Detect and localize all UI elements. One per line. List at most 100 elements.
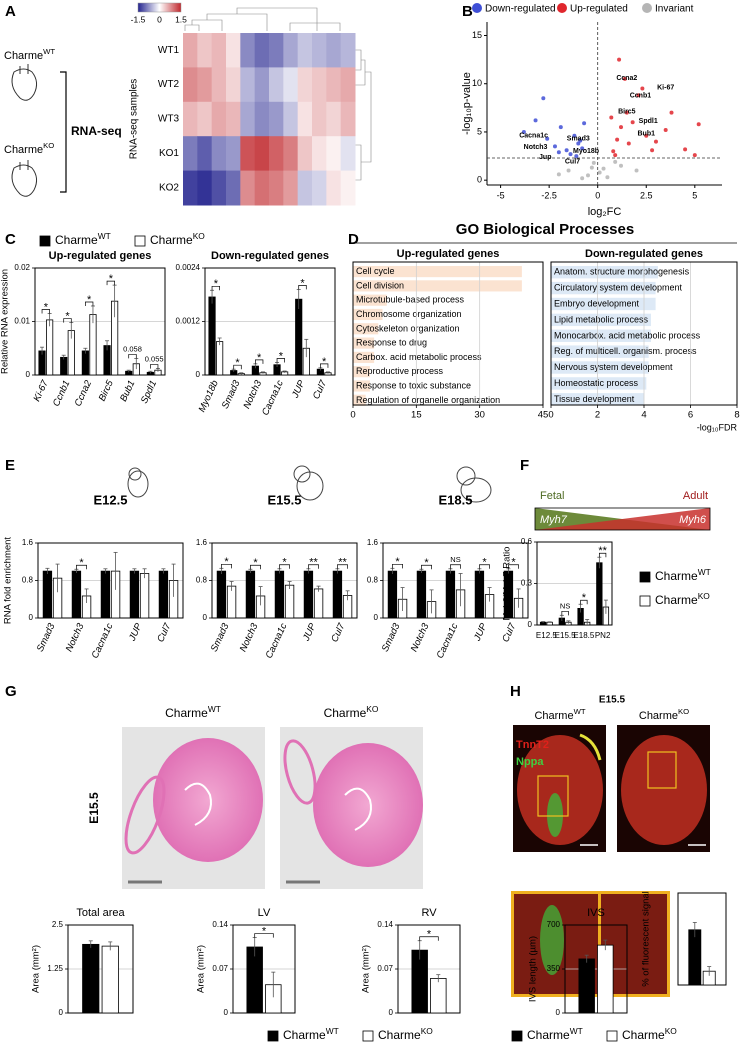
heatmap-cell <box>297 170 313 206</box>
significance-bracket <box>128 354 137 359</box>
bar <box>101 945 119 1014</box>
data-point <box>626 141 631 146</box>
genotype-label: CharmeWT <box>655 567 711 583</box>
genotype-name: Charme <box>55 233 98 247</box>
significance-label: 0.058 <box>123 344 142 353</box>
heatmap-cell <box>211 136 227 172</box>
bar <box>551 361 649 374</box>
y-tick-label: 0 <box>528 620 533 629</box>
stage-gradient <box>534 507 711 531</box>
x-tick-label: Cul7 <box>329 621 348 644</box>
genotype-label: CharmeKO <box>378 1026 433 1042</box>
legend-marker <box>472 3 482 13</box>
x-tick-label: Cacna1c <box>264 621 290 660</box>
genotype-superscript: KO <box>43 141 54 150</box>
data-point <box>597 170 602 175</box>
bar <box>353 294 387 306</box>
data-point <box>622 76 627 81</box>
x-tick-label: Notch3 <box>241 378 264 411</box>
stage-label: E15.5 <box>599 695 626 706</box>
data-point <box>650 148 655 153</box>
significance-bracket <box>580 599 588 605</box>
y-tick-label: 0.0024 <box>176 263 201 272</box>
stage-label: E15.5 <box>87 792 101 824</box>
heatmap-cell <box>312 101 327 137</box>
significance-bracket <box>233 364 242 370</box>
heatmap-cell <box>254 101 270 137</box>
y-axis-label: % of fluorescent signal <box>641 891 652 987</box>
significance-label: * <box>322 356 327 368</box>
y-tick-label: 0.8 <box>367 576 379 585</box>
x-tick-label: Notch3 <box>238 621 261 654</box>
significance-bracket <box>76 564 87 570</box>
x-tick-label: 2 <box>595 410 600 421</box>
method-label: RNA-seq <box>71 124 122 138</box>
legend-swatch <box>39 235 51 247</box>
significance-label: * <box>279 350 284 362</box>
bar <box>274 570 285 619</box>
significance-bracket <box>598 552 607 558</box>
heatmap-cell <box>326 67 342 103</box>
data-point <box>580 176 585 181</box>
legend-marker <box>642 3 652 13</box>
genotype-name: Charme <box>150 233 193 247</box>
y-tick-label: 0.07 <box>212 964 228 973</box>
genotype-label: CharmeKO <box>622 1026 677 1042</box>
significance-label: * <box>214 278 219 290</box>
y-axis-label: -log₁₀p-value <box>461 72 473 135</box>
heatmap-cell <box>254 170 270 206</box>
bar <box>445 570 456 619</box>
genotype-label: CharmeWT <box>534 707 585 722</box>
x-tick-label: Notch3 <box>409 621 432 654</box>
gene-label: Cul7 <box>565 159 580 166</box>
gene-label: Cacna1c <box>519 133 548 140</box>
heatmap-cell <box>197 67 213 103</box>
bar <box>82 943 100 1014</box>
bar <box>353 380 370 392</box>
genotype-superscript: KO <box>421 1026 434 1036</box>
y-axis-label: Myh6/Myh7 Ratio <box>502 547 513 621</box>
y-tick-label: 0.0012 <box>176 317 201 326</box>
colorbar-tick-label: -1.5 <box>131 14 146 24</box>
significance-bracket <box>106 280 115 286</box>
data-point <box>619 163 624 168</box>
y-tick-label: 0 <box>477 175 482 185</box>
heatmap-cell <box>211 67 227 103</box>
heatmap-cell <box>240 170 256 206</box>
bar <box>245 570 256 619</box>
bar <box>411 949 428 1014</box>
panel-label: D <box>348 231 359 248</box>
x-tick-label: Cul7 <box>311 378 330 401</box>
data-point <box>613 159 618 164</box>
data-point <box>696 122 701 127</box>
category-label: Homeostatic process <box>554 378 639 388</box>
heatmap-cell <box>312 33 327 68</box>
bar <box>353 323 379 335</box>
heatmap-cell <box>211 101 227 137</box>
genotype-name: Charme <box>622 1028 665 1042</box>
bar <box>474 570 485 619</box>
data-point <box>585 173 590 178</box>
bar <box>158 570 169 619</box>
significance-label: * <box>300 277 305 289</box>
x-tick-label: Spdl1 <box>139 379 159 406</box>
significance-label: * <box>109 273 114 285</box>
significance-bracket <box>298 285 307 290</box>
chart-title: E18.5 <box>439 492 473 507</box>
significance-label: NS <box>450 555 460 564</box>
row-label: WT2 <box>158 79 180 90</box>
significance-label: * <box>44 301 49 313</box>
y-axis-label: RNA-seq samples <box>129 79 140 160</box>
y-tick-label: 350 <box>547 964 561 973</box>
genotype-label: CharmeKO <box>324 704 379 720</box>
y-tick-label: 0 <box>59 1008 64 1017</box>
legend-swatch <box>639 571 651 583</box>
heatmap-cell <box>269 67 284 103</box>
bar <box>551 345 649 358</box>
y-tick-label: 0.14 <box>377 920 393 929</box>
gene-label: Notch3 <box>524 144 548 151</box>
x-tick-label: 0 <box>595 190 600 200</box>
bar <box>551 281 656 295</box>
bar <box>353 337 375 349</box>
x-tick-label: Ccnb1 <box>51 379 73 409</box>
